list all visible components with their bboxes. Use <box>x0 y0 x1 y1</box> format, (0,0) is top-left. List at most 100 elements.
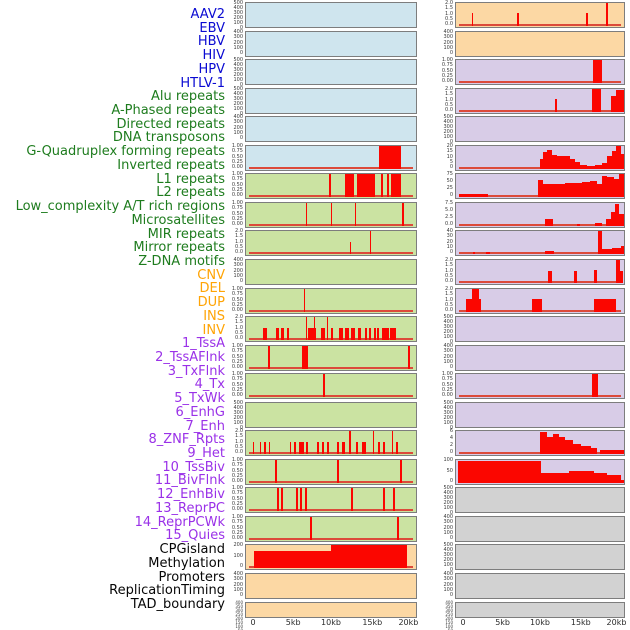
data-bar <box>268 442 271 454</box>
ytick-label: 50 <box>238 629 243 630</box>
ytick-label: 100 <box>233 106 243 112</box>
data-bar <box>576 224 580 226</box>
track-label-4_Tx: 4_Tx <box>194 377 225 392</box>
x-axis-left: 0 5kb 10kb 15kb 20kb <box>245 617 419 629</box>
ytick-label: 400 <box>443 119 453 125</box>
data-bar <box>386 174 389 197</box>
data-bar <box>345 328 349 340</box>
left-yticks-4: 400 300 200 100 0 <box>226 115 243 141</box>
ytick-label: 100 <box>233 77 243 83</box>
data-bar <box>471 13 474 26</box>
data-bar <box>309 517 312 540</box>
data-bar <box>620 246 624 254</box>
left-panel-18 <box>245 516 417 542</box>
data-bar <box>545 251 554 254</box>
ytick-label: 0.75 <box>231 376 243 383</box>
track-label-Inverted_repeats: Inverted repeats <box>117 158 225 173</box>
track-label-10_TssBiv: 10_TssBiv <box>162 460 225 475</box>
left-yticks-10: 1.00 0.75 0.50 0.25 0.00 <box>226 287 243 313</box>
left-panel-15 <box>245 430 417 456</box>
ytick-label: 500 <box>443 314 453 320</box>
right-panel-13 <box>455 373 625 399</box>
ytick-label: 0 <box>449 249 453 255</box>
left-yticks-9: 400 300 200 100 0 <box>226 258 243 284</box>
ytick-label: 0 <box>449 449 453 455</box>
track-label-2_TssAFlnk: 2_TssAFlnk <box>155 350 225 365</box>
ytick-label: 300 <box>233 576 243 583</box>
ytick-label: 0.00 <box>231 478 243 484</box>
baseline <box>249 452 413 454</box>
data-bar <box>383 442 385 454</box>
ytick-label: 0.50 <box>231 153 243 160</box>
ytick-label: 1.00 <box>231 171 243 177</box>
data-bar <box>370 231 372 254</box>
data-bar <box>345 174 355 197</box>
data-bar <box>300 488 303 511</box>
ytick-label: 100 <box>443 358 453 365</box>
ytick-label: 200 <box>443 500 453 506</box>
data-bar <box>274 460 277 483</box>
right-panel-10 <box>455 288 625 314</box>
data-bar <box>305 442 308 454</box>
data-bar <box>614 204 619 226</box>
data-bar <box>565 183 574 197</box>
track-label-TAD_boundary: TAD_boundary <box>130 597 225 612</box>
ytick-label: 0.25 <box>231 358 243 365</box>
data-bar <box>592 374 598 397</box>
right-panel-9 <box>455 259 625 285</box>
left-yticks-21: 400350300250200150100500 <box>226 600 243 630</box>
ytick-label: 200 <box>443 557 453 563</box>
ytick-label: 0.0 <box>235 335 243 341</box>
ytick-label: 0.50 <box>231 381 243 388</box>
ytick-label: 150 <box>445 620 453 625</box>
left-yticks-8: 2.0 1.5 1.0 0.5 0.0 <box>226 229 243 255</box>
track-label-9_Het: 9_Het <box>187 446 225 461</box>
ytick-label: 1.00 <box>441 57 453 63</box>
track-label-Low_complexity_A_T_rich_regions: Low_complexity A/T rich regions <box>15 199 225 214</box>
data-bar <box>597 231 603 254</box>
ytick-label: 400 <box>235 600 243 605</box>
data-bar <box>556 184 566 197</box>
track-label-MIR_repeats: MIR repeats <box>147 227 225 242</box>
track-label-ReplicationTiming: ReplicationTiming <box>109 583 225 598</box>
data-bar <box>546 150 552 169</box>
track-label-Methylation: Methylation <box>148 556 225 571</box>
right-panel-6 <box>455 173 625 199</box>
ytick-label: 300 <box>443 34 453 41</box>
ytick-label: 200 <box>233 267 243 274</box>
ytick-label: 10 <box>446 153 453 160</box>
track-label-EBV: EBV <box>199 21 225 36</box>
ytick-label: 0.5 <box>445 301 453 308</box>
track-label-Z-DNA_motifs: Z-DNA motifs <box>138 254 225 269</box>
right-panel-20 <box>455 573 625 599</box>
ytick-label: 0.0 <box>445 307 453 313</box>
track-label-HBV: HBV <box>197 34 225 49</box>
left-yticks-6: 1.00 0.75 0.50 0.25 0.00 <box>226 172 243 198</box>
ytick-label: 0.00 <box>231 221 243 227</box>
right-yticks-2: 1.00 0.75 0.50 0.25 0.00 <box>436 58 453 84</box>
right-yticks-9: 2.0 1.5 1.0 0.5 0.0 <box>436 258 453 284</box>
ytick-label: 0.75 <box>231 519 243 526</box>
data-bar <box>402 203 404 226</box>
data-bar <box>620 154 624 169</box>
ytick-label: 0.5 <box>445 272 453 279</box>
data-bar <box>329 174 332 197</box>
data-bar <box>472 289 479 312</box>
x-axis-tick: 0 <box>250 618 256 627</box>
ytick-label: 100 <box>443 44 453 51</box>
ytick-label: 15 <box>446 148 453 155</box>
track-label-7_Enh: 7_Enh <box>185 419 225 434</box>
left-yticks-12: 1.00 0.75 0.50 0.25 0.00 <box>226 344 243 370</box>
ytick-label: 500 <box>233 400 243 406</box>
right-yticks-0: 2.0 1.5 1.0 0.5 0.0 <box>436 1 453 27</box>
data-bar <box>336 460 339 483</box>
ytick-label: 100 <box>233 272 243 279</box>
data-bar <box>392 488 395 511</box>
data-bar <box>612 151 617 169</box>
data-bar <box>540 159 544 169</box>
data-bar <box>327 442 329 454</box>
ytick-label: 100 <box>233 420 243 426</box>
ytick-label: 300 <box>443 410 453 416</box>
data-bar <box>616 146 621 169</box>
ytick-label: 0.75 <box>441 376 453 383</box>
